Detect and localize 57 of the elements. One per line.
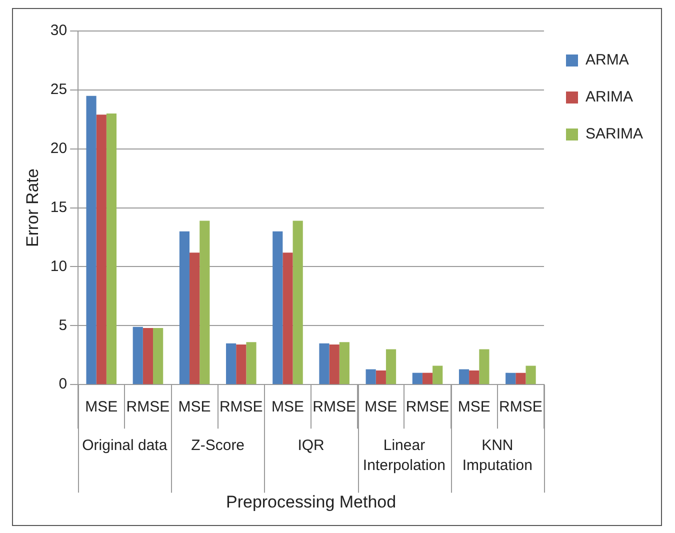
bar — [179, 231, 190, 384]
y-tick-label: 20 — [50, 140, 68, 158]
bar — [526, 366, 536, 384]
text: Z-Score — [191, 437, 245, 454]
x-tick-label: MSE — [85, 398, 118, 416]
x-tick-label: MSE — [271, 398, 304, 416]
bar — [516, 372, 526, 384]
bar — [132, 326, 143, 384]
bar — [272, 231, 283, 384]
text: KNN Imputation — [462, 437, 532, 474]
text: IQR — [298, 437, 325, 454]
bar — [106, 114, 117, 384]
x-tick-label: RMSE — [499, 398, 542, 416]
bar — [366, 369, 376, 384]
bar — [412, 372, 422, 384]
bar — [376, 370, 386, 384]
x-tick-label: RMSE — [406, 398, 450, 416]
y-tick-label: 5 — [58, 316, 68, 334]
y-tick-label: 30 — [50, 22, 68, 40]
x-tick-label: MSE — [364, 398, 398, 416]
bar — [432, 366, 443, 384]
y-tick-label: 0 — [58, 376, 68, 393]
x-tick-label: RMSE — [312, 398, 356, 416]
bar — [386, 349, 396, 384]
text: Linear Interpolation — [362, 437, 446, 474]
y-tick-label: 10 — [50, 258, 68, 275]
bar — [319, 343, 330, 384]
y-tick-label: 15 — [50, 198, 68, 216]
bar — [339, 342, 350, 384]
bar — [86, 96, 96, 384]
x-tick-label: RMSE — [126, 398, 170, 416]
bar — [226, 343, 236, 384]
legend-label: SARIMA — [585, 126, 644, 143]
text: Original data — [82, 437, 168, 454]
bar — [292, 220, 303, 384]
bar — [422, 372, 433, 384]
bar — [246, 342, 256, 384]
y-tick-label: 25 — [50, 81, 68, 98]
bar — [190, 252, 200, 384]
legend-label: ARMA — [585, 52, 629, 69]
bar — [153, 328, 164, 384]
legend-label: ARIMA — [585, 88, 634, 106]
x-tick-label: MSE — [178, 398, 211, 416]
bar — [96, 114, 106, 384]
bar — [479, 349, 490, 384]
bar — [469, 370, 480, 384]
bar — [142, 328, 154, 384]
x-tick-label: RMSE — [219, 398, 263, 416]
bar — [200, 220, 210, 384]
bar — [458, 369, 470, 384]
bar — [236, 344, 246, 384]
y-axis-title: Error Rate — [22, 168, 42, 248]
x-axis-title: Preprocessing Method — [226, 492, 396, 512]
x-tick-label: MSE — [458, 398, 490, 416]
bar — [506, 372, 516, 384]
bar — [282, 252, 293, 384]
bar — [329, 344, 340, 384]
